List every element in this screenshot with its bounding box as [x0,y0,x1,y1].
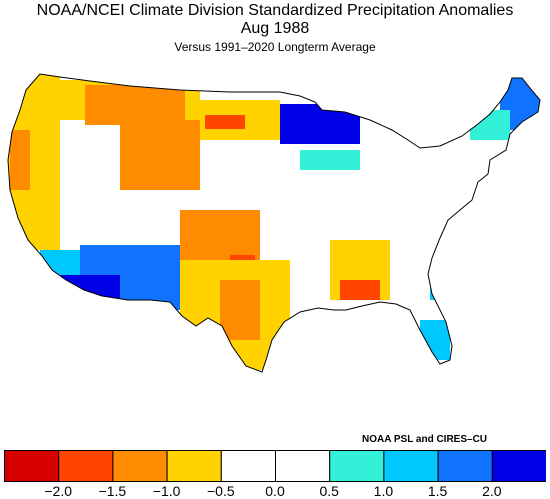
anomaly-regions [8,74,540,372]
map-title: NOAA/NCEI Climate Division Standardized … [36,2,514,19]
colorbar-tick-label: 1.0 [373,483,394,499]
colorbar-bin [112,450,168,482]
map-subtitle: Versus 1991–2020 Longterm Average [174,40,376,54]
colorbar-bin [329,450,385,482]
colorbar-bin [437,450,493,482]
colorbar-tick-label: −0.5 [206,483,235,499]
colorbar-tick-label: 1.5 [427,483,448,499]
colorbar-bin [491,450,546,482]
colorbar-tick-label: 0.0 [265,483,285,499]
colorbar-tick-label: −2.0 [44,483,73,499]
colorbar-tick-label: 0.5 [319,483,339,499]
colorbar-bin [275,450,331,482]
us-outline [7,73,541,373]
colorbar-tick-label: 2.0 [482,483,502,499]
us-climate-division-map [0,60,550,420]
colorbar-bin [220,450,277,482]
colorbar [4,450,546,482]
colorbar-tick-label: −1.0 [152,483,181,499]
colorbar-bin [166,450,222,482]
colorbar-bin [383,450,439,482]
colorbar-tick-label: −1.5 [98,483,127,499]
colorbar-bin [58,450,114,482]
map-period: Aug 1988 [240,20,310,37]
credit-label: NOAA PSL and CIRES–CU [362,434,488,445]
colorbar-bin [4,450,60,482]
